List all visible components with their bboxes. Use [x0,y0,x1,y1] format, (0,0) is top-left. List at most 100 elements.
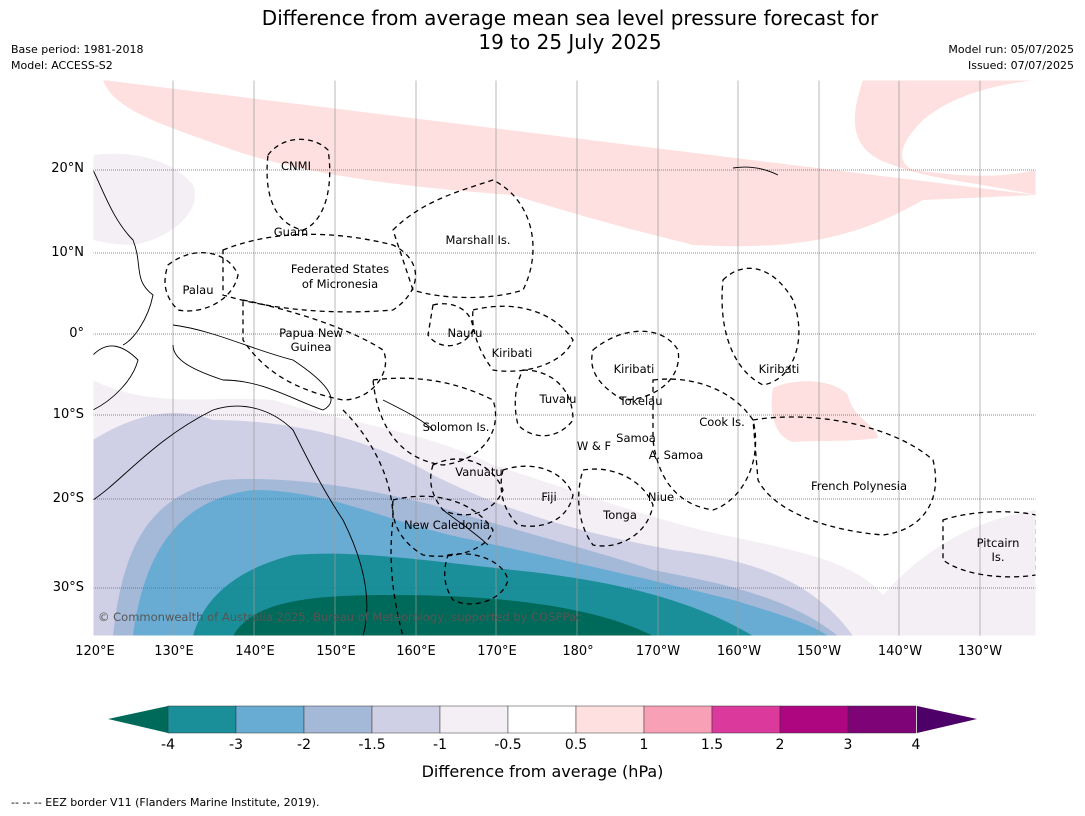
colorbar-segment [711,705,781,734]
eez-tonga-niue [578,468,654,547]
colorbar-segments [167,705,917,734]
label-niue: Niue [648,490,674,504]
colorbar-tick-label: -3 [229,737,243,753]
base-period: Base period: 1981-2018 [11,43,144,56]
band-plus-0-5-north [103,80,1036,247]
lat-label-20s: 20°S [52,491,84,506]
forecast-map: CNMI Guam Marshall Is. Federated States … [93,80,1036,636]
title-line-2: 19 to 25 July 2025 [478,30,662,54]
label-cook: Cook Is. [699,415,744,429]
colorbar-tick-label: 1.5 [700,737,724,753]
label-tokelau: Tokelau [619,394,663,408]
eez-palau [164,252,239,312]
lon-label-160e: 160°E [396,644,436,659]
eez-kiribati-west [472,305,574,372]
lat-label-10s: 10°S [52,407,84,422]
label-french-polynesia: French Polynesia [811,479,907,493]
eez-nz [444,553,509,605]
label-marshall: Marshall Is. [445,233,510,247]
colorbar-segment [575,705,645,734]
model-name: Model: ACCESS-S2 [11,59,113,72]
label-fiji: Fiji [541,490,556,504]
lon-label-130e: 130°E [154,644,194,659]
label-kiribati-central: Kiribati [614,362,655,376]
colorbar-tick-label: -2 [297,737,311,753]
label-tuvalu: Tuvalu [539,392,577,406]
label-solomon: Solomon Is. [423,420,490,434]
lon-label-150e: 150°E [316,644,356,659]
colorbar-segment [167,705,237,734]
lon-label-130w: 130°W [957,644,1003,659]
colorbar-segment [371,705,441,734]
eez-french-polynesia [752,416,937,536]
label-fsm-2: of Micronesia [302,277,378,291]
gridlines [172,80,981,636]
colorbar-segment [439,705,509,734]
eez-aus [342,409,404,636]
band-plus-0-5-east [771,381,878,442]
colorbar-segment [235,705,305,734]
colorbar-under-arrow [108,706,168,733]
meta-left: Base period: 1981-2018 Model: ACCESS-S2 [11,42,143,74]
eez-new-caledonia [392,495,494,557]
philippines-coast [93,169,154,346]
eez-kiribati-central [591,330,680,401]
label-guam: Guam [274,225,308,239]
new-guinea-coast [172,324,332,411]
hawaii-coast [732,166,779,176]
colorbar-tick-label: 3 [843,737,853,753]
lat-label-20n: 20°N [51,161,84,176]
colorbar-tick-label: 1 [639,737,649,753]
colorbar-tick-label: 2 [775,737,785,753]
label-asamoa: A. Samoa [649,448,704,462]
colorbar-tick-label: -4 [161,737,175,753]
lon-label-160w: 160°W [716,644,762,659]
label-palau: Palau [183,283,214,297]
label-cnmi: CNMI [281,159,311,173]
label-png-2: Guinea [291,340,332,354]
label-new-caledonia: New Caledonia [404,518,490,532]
eez-borders [164,138,1036,636]
lon-label-140w: 140°W [877,644,923,659]
copyright-text: © Commonwealth of Australia 2025, Bureau… [98,610,582,624]
chart-title: Difference from average mean sea level p… [0,6,1085,54]
label-pitcairn-1: Pitcairn [977,536,1020,550]
coastlines [93,166,779,636]
title-line-1: Difference from average mean sea level p… [261,6,879,30]
eez-tuvalu [514,369,574,437]
label-tonga: Tonga [602,508,637,522]
lon-label-170e: 170°E [477,644,517,659]
new-caledonia-coast [442,509,489,546]
colorbar-tick-label: -1 [433,737,447,753]
lon-label-170w: 170°W [635,644,681,659]
anomaly-shading [93,80,1036,636]
eez-marshall [392,179,534,299]
colorbar-over-arrow [917,706,977,733]
colorbar-segment [779,705,849,734]
eez-solomon [372,377,497,466]
label-fsm-1: Federated States [291,262,389,276]
label-wf: W & F [577,439,611,453]
eez-vanuatu [430,458,504,516]
lon-label-120e: 120°E [75,644,115,659]
australia-coast [93,405,368,636]
meta-right: Model run: 05/07/2025 Issued: 07/07/2025 [948,42,1074,74]
lat-label-30s: 30°S [52,580,84,595]
colorbar-tick-label: 0.5 [564,737,588,753]
eez-cnmi [266,138,331,231]
label-kiribati-west: Kiribati [492,346,533,360]
colorbar-segment [303,705,373,734]
eez-fsm [222,233,417,313]
colorbar-tick-label: -0.5 [494,737,522,753]
region-labels: CNMI Guam Marshall Is. Federated States … [183,159,1020,564]
colorbar-segment [643,705,713,734]
colorbar-tick-label: -1.5 [358,737,386,753]
lon-label-180: 180° [562,644,594,659]
colorbar-segment [507,705,577,734]
eez-cook [652,378,757,511]
label-png-1: Papua New [279,326,343,340]
eez-png [242,299,387,401]
eez-fiji [500,465,574,527]
colorbar-tick-label: 4 [911,737,921,753]
lon-label-150w: 150°W [796,644,842,659]
